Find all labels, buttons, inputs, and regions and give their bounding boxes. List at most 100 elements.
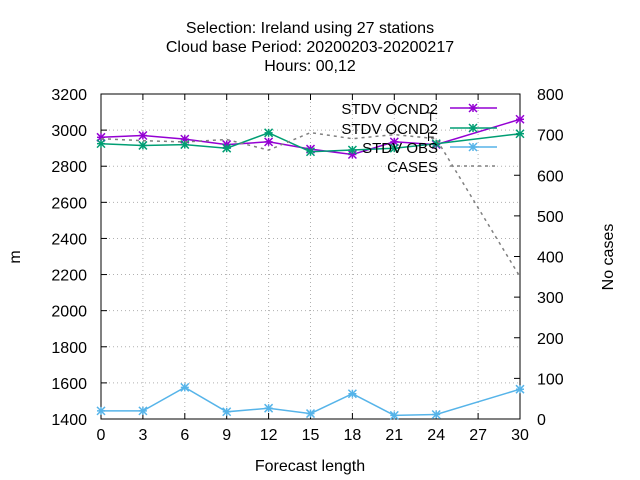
data-point <box>431 139 441 149</box>
y2-tick-label: 700 <box>537 128 564 145</box>
data-point-stroke <box>264 137 274 147</box>
data-point <box>347 389 357 399</box>
data-point <box>515 114 525 124</box>
y-tick-label: 2800 <box>51 159 87 176</box>
x-tick-label: 6 <box>180 427 189 444</box>
y2-tick-label: 100 <box>537 371 564 388</box>
data-point <box>222 407 232 417</box>
data-point-stroke <box>96 406 106 416</box>
x-tick-label: 24 <box>427 427 445 444</box>
data-point-stroke <box>222 143 232 153</box>
y-tick-label: 2400 <box>51 231 87 248</box>
x-tick-label: 15 <box>302 427 320 444</box>
data-point <box>515 384 525 394</box>
data-point-stroke <box>138 406 148 416</box>
y2-tick-label: 800 <box>537 87 564 104</box>
legend-subscript: F <box>427 130 434 144</box>
y-tick-label: 1400 <box>51 412 87 429</box>
data-point-stroke <box>389 143 399 153</box>
series-line <box>101 386 521 417</box>
x-tick-label: 3 <box>138 427 147 444</box>
data-point-stroke <box>515 384 525 394</box>
data-point-stroke <box>389 410 399 420</box>
x-tick-label: 0 <box>97 427 106 444</box>
series-2 <box>96 382 525 420</box>
data-point <box>515 129 525 139</box>
x-tick-label: 27 <box>469 427 487 444</box>
data-point-stroke <box>138 140 148 150</box>
series-line <box>100 118 521 156</box>
chart-title-line-1: Selection: Ireland using 27 stations <box>186 20 434 37</box>
data-point <box>264 128 274 138</box>
data-point <box>347 145 357 155</box>
data-point-stroke <box>468 123 478 133</box>
data-point-stroke <box>515 129 525 139</box>
chart-title-line-2: Cloud base Period: 20200203-20200217 <box>166 39 454 56</box>
legend-label: STDV OCND2 <box>341 101 438 118</box>
data-point <box>138 140 148 150</box>
data-point <box>305 147 316 157</box>
x-tick-label: 9 <box>222 427 231 444</box>
y2-tick-label: 0 <box>537 412 546 429</box>
data-point-stroke <box>138 130 148 141</box>
data-point <box>389 143 399 153</box>
data-point <box>468 142 478 152</box>
data-point-stroke <box>96 139 106 149</box>
data-point <box>468 123 478 133</box>
legend-label: CASES <box>387 159 438 176</box>
data-point-stroke <box>515 114 525 124</box>
data-point-stroke <box>264 128 274 138</box>
y-tick-label: 3200 <box>51 87 87 104</box>
data-point-stroke <box>347 389 357 399</box>
data-point <box>180 382 190 392</box>
y-tick-label: 2000 <box>51 304 87 321</box>
x-tick-label: 30 <box>511 427 529 444</box>
data-point-stroke <box>431 409 441 420</box>
data-point-stroke <box>347 145 357 155</box>
x-axis-label: Forecast length <box>255 458 365 475</box>
y-tick-label: 1600 <box>51 376 87 393</box>
data-point <box>264 137 274 147</box>
data-point-stroke <box>305 409 316 419</box>
data-point <box>389 410 399 420</box>
data-point <box>96 139 106 149</box>
legend-label: STDV OCND2 <box>341 121 438 138</box>
data-point <box>138 130 148 141</box>
y2-tick-label: 300 <box>537 290 564 307</box>
y-tick-label: 3000 <box>51 123 87 140</box>
legend-subscript: T <box>427 110 435 124</box>
x-tick-label: 18 <box>344 427 362 444</box>
y2-tick-label: 600 <box>537 168 564 185</box>
data-point-stroke <box>222 407 232 417</box>
y-tick-label: 2200 <box>51 268 87 285</box>
series-line <box>100 131 521 153</box>
data-point <box>222 143 232 153</box>
legend-label: STDV OBS <box>362 140 438 157</box>
data-point <box>468 103 478 113</box>
grid <box>101 94 520 419</box>
data-point-stroke <box>305 147 316 157</box>
x-tick-label: 12 <box>260 427 278 444</box>
y-tick-label: 1800 <box>51 340 87 357</box>
x-tick-label: 21 <box>385 427 403 444</box>
data-point <box>138 406 148 416</box>
data-point <box>305 409 316 419</box>
y2-tick-label: 200 <box>537 331 564 348</box>
series-layer <box>96 114 525 420</box>
ticks: 0 3 6 9 12 15 18 21 24 27 301400160018002000220024… <box>51 87 563 444</box>
data-point-stroke <box>180 382 190 392</box>
y2-axis-label: No cases <box>600 224 617 291</box>
data-point-stroke <box>431 139 441 149</box>
y-tick-label: 2600 <box>51 195 87 212</box>
series-1 <box>96 128 525 157</box>
y2-tick-label: 400 <box>537 250 564 267</box>
data-point <box>264 403 274 413</box>
data-point <box>96 406 106 416</box>
data-point-stroke <box>468 142 478 152</box>
data-point <box>431 409 441 420</box>
data-point-stroke <box>264 403 274 413</box>
y-axis-label: m <box>7 250 24 263</box>
chart-title-line-3: Hours: 00,12 <box>264 58 356 75</box>
